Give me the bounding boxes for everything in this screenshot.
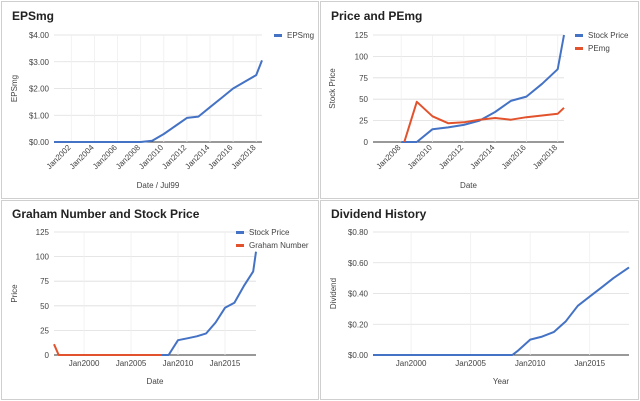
chart-panel-price-pemg: Price and PEmg 0 25 50 75 100 125 Jan2008 Jan201… — [320, 1, 639, 199]
chart1-ytick-0: 0 — [364, 138, 369, 147]
chart-panel-graham: Graham Number and Stock Price 0 25 50 75 100 1… — [1, 200, 319, 400]
chart2-ytick-4: 100 — [36, 253, 50, 262]
chart1-ytick-5: 125 — [355, 31, 369, 40]
chart2-series-stock-price — [155, 251, 257, 356]
chart2-legend-swatch-0 — [236, 231, 244, 234]
chart2-legend-swatch-1 — [236, 244, 244, 247]
chart3-ytick-0: $0.00 — [348, 351, 369, 360]
chart0-xlabel: Date / Jul99 — [137, 181, 180, 190]
chart1-xtick-5: Jan2018 — [531, 143, 559, 171]
chart0-xtick-8: Jan2018 — [230, 143, 258, 171]
chart2-xlabel: Date — [147, 377, 164, 386]
chart2-legend-label-0: Stock Price — [249, 228, 290, 237]
chart1-ytick-4: 100 — [355, 52, 369, 61]
chart0-ytick-2: $2.00 — [29, 85, 50, 94]
chart3-xtick-1: Jan2005 — [455, 359, 486, 368]
chart1-legend-label-0: Stock Price — [588, 31, 629, 40]
chart2-ytick-3: 75 — [40, 277, 49, 286]
chart1-series-pemg — [403, 100, 565, 143]
chart1-xtick-0: Jan2008 — [375, 143, 403, 171]
chart1-series-stock-price — [401, 34, 565, 143]
chart3-ytick-3: $0.60 — [348, 259, 369, 268]
chart2-title: Graham Number and Stock Price — [12, 207, 200, 221]
chart1-title: Price and PEmg — [331, 9, 422, 23]
chart1-ylabel: Stock Price — [328, 68, 337, 109]
chart2-xtick-3: Jan2015 — [210, 359, 241, 368]
chart1-xlabel: Date — [460, 181, 477, 190]
chart3-ytick-4: $0.80 — [348, 228, 369, 237]
chart1-legend-label-1: PEmg — [588, 44, 610, 53]
chart3-xtick-0: Jan2000 — [396, 359, 427, 368]
chart-dividend: Dividend History $0.00 $0.20 $0.40 $0.60 $0.8… — [329, 207, 630, 386]
chart2-xtick-1: Jan2005 — [116, 359, 147, 368]
chart1-ytick-1: 25 — [359, 117, 368, 126]
chart-graham: Graham Number and Stock Price 0 25 50 75 100 1… — [10, 207, 309, 386]
chart2-series-graham-number — [53, 343, 162, 356]
chart1-xtick-4: Jan2016 — [500, 143, 528, 171]
chart-panel-epsmg: EPSmg $0.00 $1.00 $2.00 $3.00 $4.00 Jan2002 Jan… — [1, 1, 319, 199]
chart-panel-dividend: Dividend History $0.00 $0.20 $0.40 $0.60 $0.8… — [320, 200, 639, 400]
chart2-ylabel: Price — [10, 284, 19, 303]
chart1-legend-swatch-0 — [575, 34, 583, 37]
chart0-ytick-4: $4.00 — [29, 31, 50, 40]
chart2-ytick-1: 25 — [40, 326, 49, 335]
chart2-xtick-2: Jan2010 — [163, 359, 194, 368]
chart3-series-dividend — [373, 266, 630, 356]
chart3-ylabel: Dividend — [329, 278, 338, 309]
chart3-xlabel: Year — [493, 377, 510, 386]
chart-epsmg: EPSmg$0.00$1.00$2.00$3.00$4.00Jan2002Jan… — [10, 9, 314, 190]
chart3-xtick-3: Jan2015 — [574, 359, 605, 368]
chart2-xtick-0: Jan2000 — [69, 359, 100, 368]
chart3-ytick-1: $0.20 — [348, 320, 369, 329]
chart2-ytick-2: 50 — [40, 302, 49, 311]
chart0-title: EPSmg — [12, 9, 54, 23]
chart0-legend-label-0: EPSmg — [287, 31, 314, 40]
chart2-ytick-0: 0 — [45, 351, 50, 360]
chart1-legend-swatch-1 — [575, 47, 583, 50]
chart0-ytick-0: $0.00 — [29, 138, 50, 147]
chart0-ylabel: EPSmg — [10, 75, 19, 102]
chart3-title: Dividend History — [331, 207, 427, 221]
chart3-xtick-2: Jan2010 — [515, 359, 546, 368]
chart1-xtick-1: Jan2010 — [406, 143, 434, 171]
chart0-legend-swatch-0 — [274, 34, 282, 37]
chart1-xtick-3: Jan2014 — [468, 143, 496, 171]
chart3-ytick-2: $0.40 — [348, 290, 369, 299]
chart1-ytick-2: 50 — [359, 95, 368, 104]
chart0-ytick-1: $1.00 — [29, 111, 50, 120]
chart0-series-epsmg — [54, 60, 263, 143]
chart2-ytick-5: 125 — [36, 228, 50, 237]
chart2-legend-label-1: Graham Number — [249, 241, 309, 250]
chart1-ytick-3: 75 — [359, 74, 368, 83]
chart1-xtick-2: Jan2012 — [437, 143, 465, 171]
chart0-ytick-3: $3.00 — [29, 58, 50, 67]
